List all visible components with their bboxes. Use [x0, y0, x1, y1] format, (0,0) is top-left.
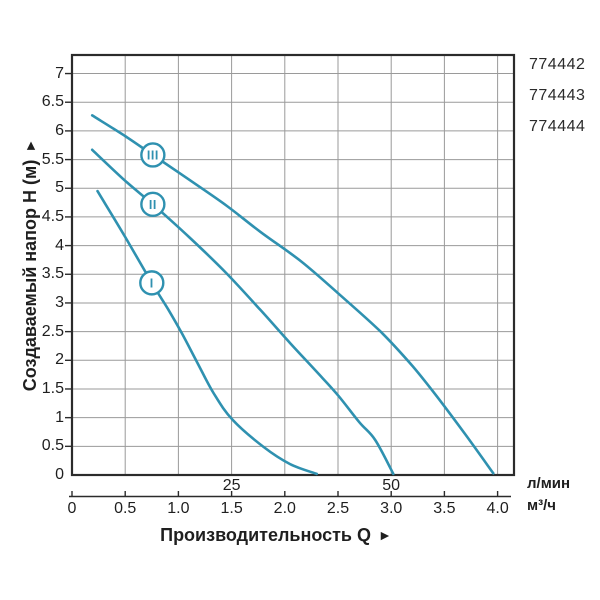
x-tick-label-m3h: 3.5: [433, 500, 456, 517]
y-tick-label: 7: [55, 64, 64, 82]
series-badge-circle-III: [140, 142, 166, 168]
series-badge-label-III: III: [147, 148, 159, 162]
x-tick-label-m3h: 0: [67, 500, 77, 517]
product-code-list: 774442 774443 774444: [529, 57, 585, 150]
x-axis-arrow-icon: ►: [378, 527, 392, 543]
y-tick-label: 0: [55, 466, 64, 483]
x-tick-label-m3h: 0.5: [114, 500, 137, 517]
y-tick-label: 0.5: [41, 437, 64, 455]
y-tick-label: 5.5: [41, 150, 64, 168]
x-tick-label-lmin: 25: [222, 477, 241, 494]
plot-frame: [70, 53, 516, 477]
curve-I: [96, 189, 318, 476]
x-tick-label-lmin: 50: [382, 477, 401, 494]
product-code: 774444: [529, 118, 586, 135]
y-axis-title-text: Создаваемый напор H (м): [20, 159, 40, 392]
curve-II: [90, 148, 395, 476]
y-tick-label: 6: [55, 121, 64, 139]
unit-label-lmin: л/мин: [527, 475, 571, 492]
y-tick-label: 6.5: [41, 93, 64, 111]
x-tick-label-m3h: 4.0: [486, 500, 509, 517]
y-axis-title: Создаваемый напор H (м) ►: [19, 50, 41, 480]
series-badge-circle-I: [139, 270, 165, 296]
series-badge-label-I: I: [150, 276, 154, 290]
product-code: 774442: [529, 56, 586, 73]
y-tick-label: 2.5: [41, 322, 64, 340]
y-tick-label: 1: [55, 408, 64, 426]
y-tick-label: 3.5: [41, 265, 64, 283]
x-axis-title-text: Производительность Q: [160, 525, 371, 545]
y-tick-label: 3: [55, 293, 64, 311]
y-tick-label: 2: [55, 351, 64, 369]
y-tick-label: 4.5: [41, 207, 64, 225]
series-badge-label-II: II: [149, 198, 157, 212]
unit-label-m3h: м³/ч: [527, 497, 556, 514]
product-code: 774443: [529, 87, 586, 104]
series-badge-circle-II: [140, 191, 166, 218]
x-tick-label-m3h: 2.5: [326, 500, 350, 517]
y-tick-label: 4: [55, 236, 64, 254]
x-tick-label-m3h: 2.0: [273, 500, 296, 517]
x-tick-label-m3h: 1.0: [167, 500, 190, 517]
x-tick-label-m3h: 3.0: [380, 500, 403, 517]
y-tick-label: 1.5: [41, 379, 64, 397]
y-tick-label: 5: [55, 179, 64, 197]
x-tick-label-m3h: 1.5: [220, 500, 243, 517]
y-axis-arrow-icon: ►: [22, 138, 38, 153]
x-axis-title: Производительность Q ►: [76, 525, 476, 545]
